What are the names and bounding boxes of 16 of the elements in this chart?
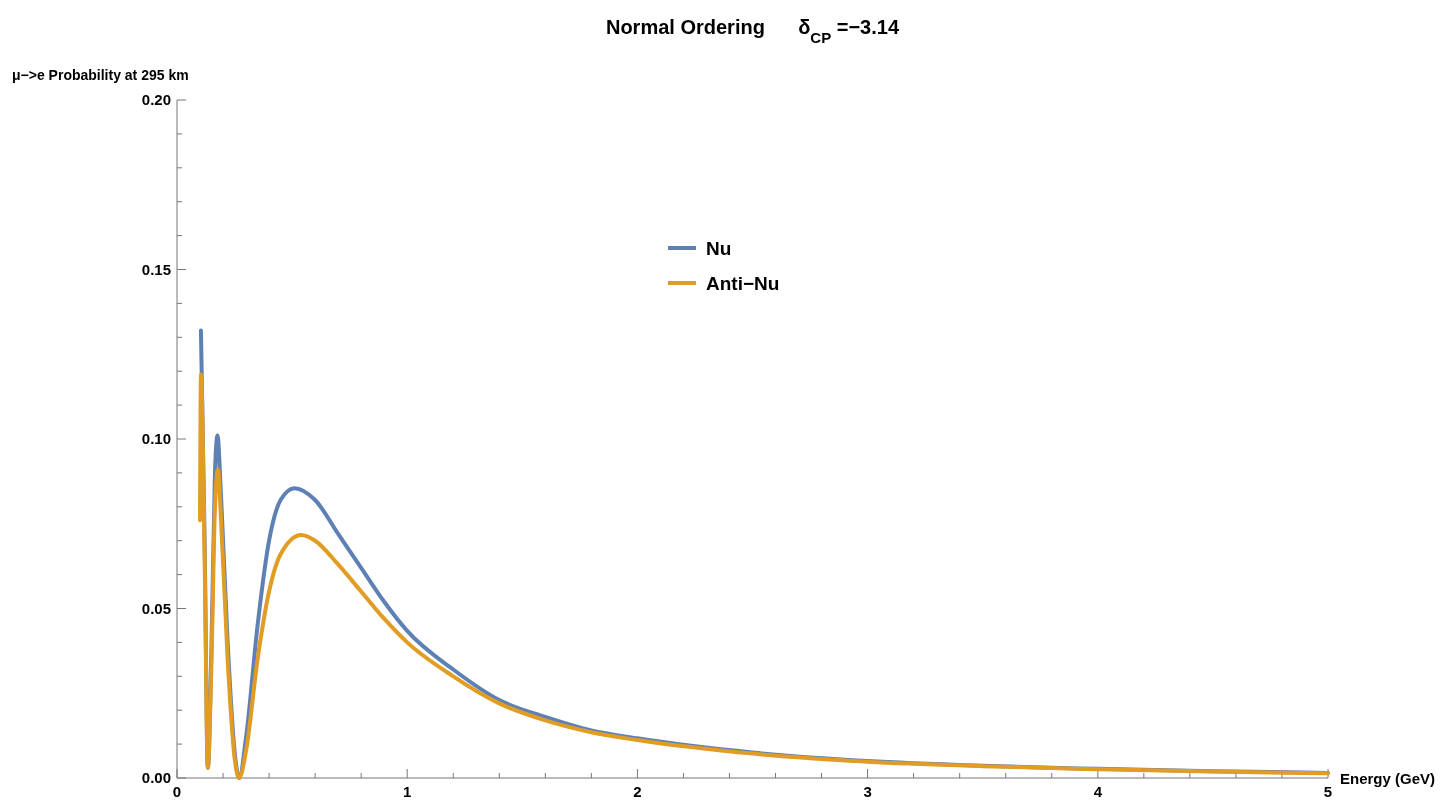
x-tick-label: 5 <box>1323 783 1333 800</box>
x-tick-label: 1 <box>403 783 412 800</box>
x-tick-label: 3 <box>863 783 872 800</box>
y-tick-label: 0.05 <box>141 599 171 617</box>
x-tick-label: 0 <box>172 783 182 800</box>
x-axis-title: Energy (GeV) <box>1340 770 1436 787</box>
y-axis-title: μ−>e Probability at 295 km <box>12 67 189 83</box>
legend-label: Nu <box>706 238 732 259</box>
legend-label: Anti−Nu <box>706 273 780 294</box>
x-tick-label: 2 <box>633 783 642 800</box>
chart-title: Normal Ordering δ$_{CP}$ =−3.14 <box>605 16 900 46</box>
y-tick-label: 0.10 <box>141 430 171 447</box>
x-tick-label: 4 <box>1093 783 1103 800</box>
y-tick-label: 0.00 <box>141 769 171 786</box>
y-tick-label: 0.20 <box>141 91 171 108</box>
y-tick-label: 0.15 <box>141 260 171 278</box>
